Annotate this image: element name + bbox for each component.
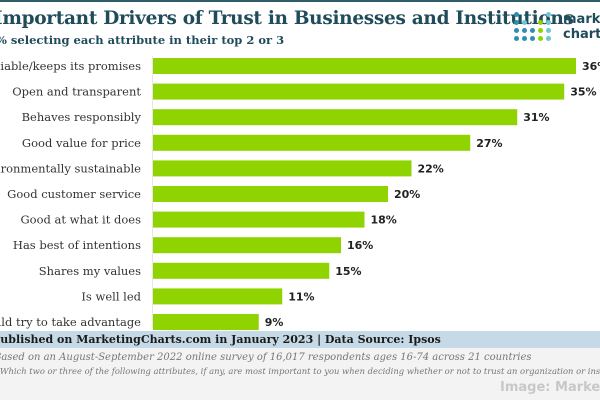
bar — [153, 288, 283, 305]
bar — [153, 237, 341, 254]
logo-dot — [546, 36, 551, 41]
logo-dot — [530, 28, 535, 33]
logo-dot — [514, 28, 519, 33]
logo-dot — [546, 12, 551, 17]
footer-note-methodology: Based on an August-September 2022 online… — [0, 352, 532, 363]
logo-dot — [530, 36, 535, 41]
marketingcharts-logo: marketing charts — [514, 10, 600, 46]
logo-dot — [546, 20, 551, 25]
logo-text-line2: charts — [563, 27, 600, 42]
category-label: Environmentally sustainable — [0, 161, 141, 175]
logo-dot — [514, 36, 519, 41]
bar — [153, 186, 388, 202]
category-label: Has best of intentions — [13, 238, 141, 252]
value-label: 36% — [582, 60, 600, 73]
value-label: 18% — [371, 214, 397, 227]
bar — [153, 58, 576, 74]
category-label: Shares my values — [39, 264, 141, 278]
bar — [153, 211, 365, 228]
category-label: Behaves responsibly — [22, 110, 142, 124]
value-label: 22% — [418, 162, 444, 175]
logo-text-line1: marketing — [563, 12, 600, 27]
value-label: 27% — [476, 137, 502, 150]
chart-subtitle: % selecting each attribute in their top … — [0, 33, 285, 47]
logo-dot — [546, 28, 551, 33]
logo-dot — [522, 36, 527, 41]
notes-area — [0, 348, 600, 400]
bar — [153, 314, 259, 330]
logo-dot — [538, 28, 543, 33]
top-border — [0, 0, 600, 2]
bar — [153, 83, 565, 100]
logo-dot — [514, 20, 519, 25]
category-label: Reliable/keeps its promises — [0, 59, 141, 73]
logo-dot — [522, 20, 527, 25]
logo-dot — [538, 36, 543, 41]
chart-title: Important Drivers of Trust in Businesses… — [0, 8, 574, 29]
footer-note-question: "Which two or three of the following att… — [0, 366, 600, 376]
watermark: Image: MarketingCharts — [500, 380, 600, 395]
category-label: Good customer service — [7, 187, 141, 201]
value-label: 35% — [570, 86, 596, 99]
value-label: 15% — [335, 265, 361, 278]
value-label: 20% — [394, 188, 420, 201]
footer-published: Published on MarketingCharts.com in Janu… — [0, 333, 441, 346]
category-label: Good value for price — [22, 136, 141, 150]
logo-dot — [538, 20, 543, 25]
bar — [153, 160, 412, 177]
value-label: 9% — [265, 316, 284, 329]
value-label: 31% — [523, 111, 549, 124]
category-label: Open and transparent — [12, 85, 141, 99]
value-label: 16% — [347, 239, 373, 252]
bar — [153, 262, 330, 279]
logo-dot — [514, 12, 519, 17]
category-label: Is well led — [81, 289, 141, 303]
category-label: Good at what it does — [20, 213, 141, 227]
value-label: 11% — [288, 290, 314, 303]
footer-band — [0, 331, 600, 348]
category-label: Would try to take advantage — [0, 315, 141, 329]
bar — [153, 109, 518, 126]
bar-chart: Reliable/keeps its promises 36% Open and t… — [0, 56, 600, 330]
logo-dot — [522, 28, 527, 33]
bar — [153, 134, 471, 151]
